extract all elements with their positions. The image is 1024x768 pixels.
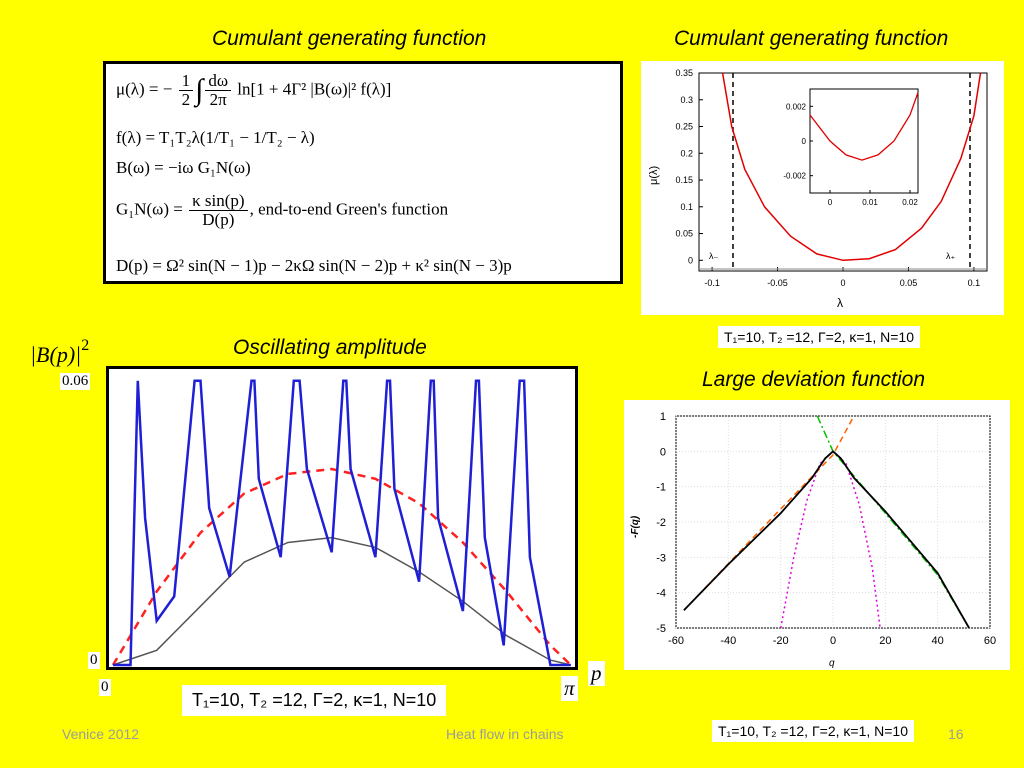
integral-sign: ∫ — [195, 73, 204, 107]
ld-plot: -60 -40 -20 0 20 40 60 1 0 -1 -2 -3 -4 -5 q -F(q) — [630, 411, 996, 669]
footer-center: Heat flow in chains — [446, 726, 564, 742]
cgf-ytick-label: 0 — [688, 255, 693, 265]
ld-ytick-label: -3 — [656, 552, 666, 564]
params-bottom-left: T₁=10, T₂ =12, Γ=2, κ=1, N=10 — [182, 685, 447, 716]
ld-ytick-label: -5 — [656, 623, 666, 635]
oscillating-title: Oscillating amplitude — [233, 336, 427, 359]
cgf-ylabel: μ(λ) — [648, 166, 660, 185]
cgf-ytick-label: 0.1 — [680, 202, 693, 212]
osc-ylabel: |B(p)|2 — [30, 337, 89, 368]
ld-grid — [675, 415, 991, 629]
cgf-xtick-label: 0 — [840, 278, 845, 288]
cgf-title-right: Cumulant generating function — [674, 27, 949, 50]
ld-ytick-label: 0 — [660, 446, 666, 458]
cgf-curve — [721, 72, 982, 262]
g-frac-den: D(p) — [202, 210, 235, 229]
large-deviation-title: Large deviation function — [702, 368, 925, 391]
ld-xtick-label: 0 — [830, 635, 836, 647]
mu-frac-num: 1 — [178, 72, 194, 91]
cgf-ytick-label: 0.25 — [675, 122, 693, 132]
ld-magenta-curve — [779, 450, 881, 629]
ld-ytick-label: 1 — [660, 411, 666, 423]
footer-page: 16 — [948, 726, 964, 742]
mu-frac-den: 2 — [181, 90, 191, 109]
footer-left: Venice 2012 — [62, 726, 140, 742]
ld-xlabel: q — [829, 658, 835, 669]
cgf-xtick-label: -0.1 — [704, 278, 720, 288]
inset-ticks: 0 0.01 0.02 0.002 0 -0.002 — [783, 102, 918, 207]
ld-ytick-label: -2 — [656, 517, 666, 529]
ld-xtick-label: 60 — [984, 635, 996, 647]
cgf-ytick-label: 0.2 — [680, 148, 693, 158]
mu-lhs: μ(λ) = − — [116, 79, 173, 99]
osc-xtick-pi: π — [561, 676, 578, 701]
mu-equation: μ(λ) = − 1 2 ∫ dω 2π ln[1 + 4Γ² |B(ω)|² f(λ)… — [116, 72, 391, 109]
osc-red-dashed-curve — [111, 467, 572, 666]
g-comment: , end-to-end Green's function — [249, 199, 449, 219]
mu-frac2-num: dω — [205, 72, 232, 91]
inset-ytick-label: 0 — [802, 137, 807, 146]
osc-blue-curve — [113, 379, 571, 667]
cgf-ytick-label: 0.15 — [675, 175, 693, 185]
osc-gray-curve — [112, 536, 571, 666]
ld-ytick-label: -1 — [656, 482, 666, 494]
mu-frac2-den: 2π — [209, 90, 227, 109]
ld-plot-panel: -60 -40 -20 0 20 40 60 1 0 -1 -2 -3 -4 -5 q -F(q) — [624, 400, 1010, 670]
cgf-ytick-label: 0.35 — [675, 68, 693, 78]
params-bottom-right: T₁=10, T₂ =12, Γ=2, κ=1, N=10 — [712, 720, 915, 742]
lambda-minus-label: λ₋ — [709, 251, 719, 261]
ld-ylabel: -F(q) — [630, 515, 641, 538]
osc-ylabel-sup: 2 — [81, 337, 90, 354]
ld-xtick-label: -20 — [773, 635, 789, 647]
ld-xtick-label: 20 — [879, 635, 891, 647]
cgf-xtick-label: 0.1 — [968, 278, 981, 288]
osc-plot — [111, 379, 572, 667]
ld-xtick-label: -40 — [720, 635, 736, 647]
ld-ticks: -60 -40 -20 0 20 40 60 1 0 -1 -2 -3 -4 -5 — [656, 411, 996, 647]
g-fraction: κ sin(p) D(p) — [189, 192, 248, 229]
inset-xtick-label: 0.01 — [862, 198, 878, 207]
mu-fraction-2: dω 2π — [205, 72, 232, 109]
g-equation: G₁N(ω) = κ sin(p) D(p), end-to-end Green'… — [116, 192, 448, 229]
d-equation: D(p) = Ω² sin(N − 1)p − 2κΩ sin(N − 2)p … — [116, 256, 512, 275]
ld-xtick-label: -60 — [668, 635, 684, 647]
g-lhs: G₁N(ω) = — [116, 199, 183, 219]
osc-plot-panel — [106, 366, 578, 670]
b-equation: B(ω) = −iω G₁N(ω) — [116, 158, 251, 177]
cgf-title-left: Cumulant generating function — [212, 27, 487, 50]
inset-xtick-label: 0.02 — [902, 198, 918, 207]
cgf-ytick-label: 0.3 — [680, 95, 693, 105]
cgf-inset-frame — [809, 88, 919, 194]
inset-ytick-label: 0.002 — [786, 102, 807, 111]
lambda-plus-label: λ₊ — [946, 251, 956, 261]
ld-ytick-label: -4 — [656, 588, 666, 600]
ld-black-curve — [683, 450, 970, 629]
ld-orange-curve — [683, 415, 855, 611]
cgf-plot-panel: -0.1 -0.05 0 0.05 0.1 0 0.05 0.1 0.15 0.2 0.25 0.3 0… — [641, 61, 1004, 315]
inset-ytick-label: -0.002 — [783, 172, 806, 181]
mu-rhs: ln[1 + 4Γ² |B(ω)|² f(λ)] — [237, 79, 392, 99]
ld-xtick-label: 40 — [932, 635, 944, 647]
f-equation: f(λ) = T₁T₂λ(1/T₁ − 1/T₂ − λ) — [116, 128, 315, 147]
cgf-plot: -0.1 -0.05 0 0.05 0.1 0 0.05 0.1 0.15 0.2 0.25 0.3 0… — [648, 68, 988, 310]
cgf-xlabel: λ — [837, 296, 843, 310]
osc-xlabel: p — [588, 661, 605, 686]
osc-xtick-zero: 0 — [99, 679, 111, 696]
cgf-ytick-label: 0.05 — [675, 229, 693, 239]
osc-ylabel-main: |B(p)| — [30, 342, 82, 367]
osc-ytick-top: 0.06 — [60, 373, 91, 390]
inset-xtick-label: 0 — [828, 198, 833, 207]
cgf-ticks: -0.1 -0.05 0 0.05 0.1 0 0.05 0.1 0.15 0.2 0.25 0.3 0… — [675, 68, 980, 288]
params-top-right: T₁=10, T₂ =12, Γ=2, κ=1, N=10 — [718, 326, 921, 348]
cgf-xtick-label: -0.05 — [767, 278, 788, 288]
equation-box: μ(λ) = − 1 2 ∫ dω 2π ln[1 + 4Γ² |B(ω)|² f(λ)… — [103, 61, 623, 284]
g-frac-num: κ sin(p) — [189, 192, 248, 211]
osc-ytick-zero: 0 — [88, 652, 100, 669]
inset-curve — [809, 92, 919, 161]
cgf-xtick-label: 0.05 — [900, 278, 918, 288]
ld-green-curve — [816, 415, 970, 629]
